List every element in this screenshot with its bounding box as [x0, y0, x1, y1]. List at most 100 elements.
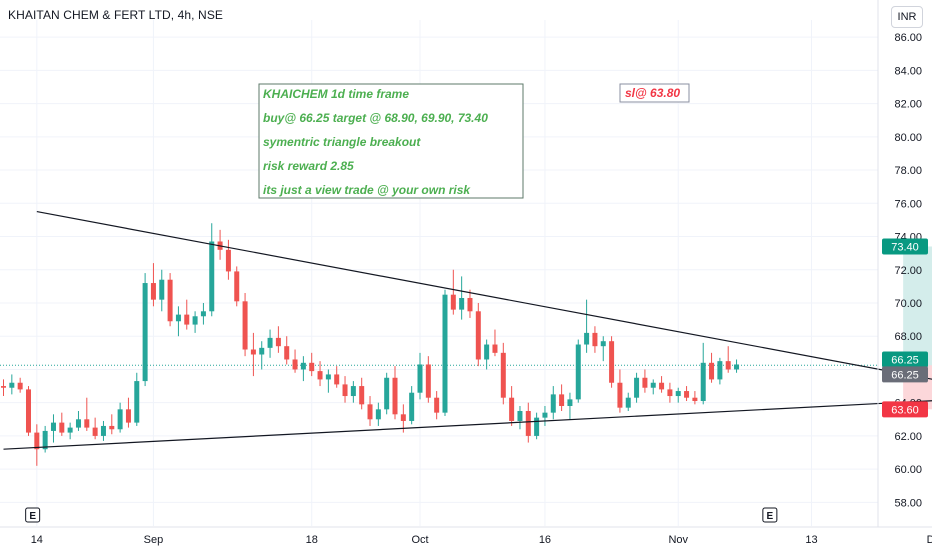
candles — [1, 223, 740, 466]
candle-body — [209, 241, 215, 312]
x-tick-label: 18 — [306, 534, 318, 546]
candle-body — [492, 344, 498, 353]
candle-body — [42, 430, 48, 450]
annotation-line: risk reward 2.85 — [263, 159, 354, 173]
position-zones — [0, 246, 932, 410]
candle-body — [617, 382, 623, 408]
candle-body — [525, 410, 531, 436]
candle-body — [500, 352, 506, 398]
x-tick-label: Sep — [144, 534, 164, 546]
candle-body — [567, 399, 573, 407]
candle-body — [9, 382, 15, 388]
candle-body — [509, 397, 515, 421]
candle-body — [542, 412, 548, 418]
candle-body — [700, 362, 706, 402]
x-tick-label: Nov — [668, 534, 688, 546]
candle-body — [275, 337, 281, 347]
candle-body — [475, 311, 481, 360]
annotation-line: KHAICHEM 1d time frame — [263, 87, 409, 101]
candle-body — [725, 361, 731, 370]
stop-price-tag — [882, 401, 928, 418]
candle-body — [425, 364, 431, 398]
candle-body — [1, 386, 6, 388]
candle-body — [709, 362, 715, 380]
candle-body — [684, 391, 690, 398]
last-price-tag — [882, 366, 928, 383]
candle-body — [450, 294, 456, 310]
sl-note-box[interactable] — [619, 83, 690, 103]
candle-body — [50, 422, 56, 431]
candle-body — [334, 374, 340, 385]
candle-body — [400, 414, 406, 421]
candle-body — [659, 382, 665, 390]
annotations[interactable]: E E KHAICHEM 1d time frame buy@ 66.25 targe… — [25, 83, 778, 523]
candle-body — [417, 364, 423, 393]
y-tick-label: 80.00 — [894, 132, 922, 144]
target-price-tag — [882, 238, 928, 255]
y-tick-label: 84.00 — [894, 65, 922, 77]
earnings-marker[interactable] — [762, 507, 778, 523]
candle-body — [250, 349, 256, 355]
currency-button[interactable]: INR — [891, 6, 923, 28]
candle-body — [17, 382, 23, 390]
candle-body — [342, 384, 348, 397]
candle-body — [650, 382, 656, 388]
candle-body — [184, 314, 190, 325]
candle-body — [575, 344, 581, 400]
price-labels: 73.40 66.25 66.25 63.60 — [882, 238, 928, 418]
candle-body — [484, 344, 490, 360]
candle-body — [25, 389, 31, 433]
candle-body — [84, 419, 90, 428]
candle-body — [550, 394, 556, 413]
earnings-marker[interactable] — [25, 507, 41, 523]
candle-body — [92, 427, 98, 436]
x-tick-label: 16 — [539, 534, 551, 546]
candle-body — [100, 425, 106, 436]
y-tick-label: 72.00 — [894, 265, 922, 277]
entry-price-label: 66.25 — [891, 354, 919, 366]
candle-body — [200, 311, 206, 317]
candle-body — [609, 341, 615, 383]
y-tick-label: 82.00 — [894, 99, 922, 111]
y-tick-label: 58.00 — [894, 497, 922, 509]
trendline-upper[interactable] — [36, 211, 932, 390]
candle-body — [192, 316, 198, 325]
candle-body — [667, 389, 673, 397]
x-tick-label: Dec — [927, 534, 932, 546]
earnings-marker-label: E — [767, 511, 774, 522]
candle-body — [234, 271, 240, 302]
candle-body — [442, 294, 448, 413]
earnings-marker-label: E — [29, 511, 36, 522]
symbol-title[interactable]: KHAITAN CHEM & FERT LTD, 4h, NSE — [8, 8, 224, 22]
x-tick-label: 14 — [31, 534, 43, 546]
candle-body — [392, 377, 398, 415]
candle-body — [159, 279, 165, 300]
candle-body — [175, 314, 181, 322]
candle-body — [592, 332, 598, 347]
annotation-line: buy@ 66.25 target @ 68.90, 69.90, 73.40 — [263, 111, 488, 125]
candle-body — [300, 362, 306, 370]
y-tick-label: 76.00 — [894, 198, 922, 210]
candle-body — [359, 386, 365, 405]
candle-body — [109, 425, 115, 430]
candle-body — [75, 419, 81, 428]
candle-body — [225, 249, 231, 272]
candle-body — [350, 386, 356, 397]
candle-body — [459, 297, 465, 310]
entry-price-tag — [882, 351, 928, 368]
x-tick-label: Oct — [411, 534, 428, 546]
y-tick-label: 86.00 — [894, 32, 922, 44]
candle-body — [150, 283, 156, 300]
last-price-label: 66.25 — [891, 369, 919, 381]
candle-body — [559, 394, 565, 407]
y-tick-label: 60.00 — [894, 464, 922, 476]
annotation-box[interactable] — [258, 83, 524, 199]
candle-body — [125, 409, 131, 423]
candle-body — [434, 397, 440, 413]
trendline-lower[interactable] — [3, 393, 932, 450]
target-price-label: 73.40 — [891, 241, 919, 253]
candle-body — [384, 377, 390, 410]
